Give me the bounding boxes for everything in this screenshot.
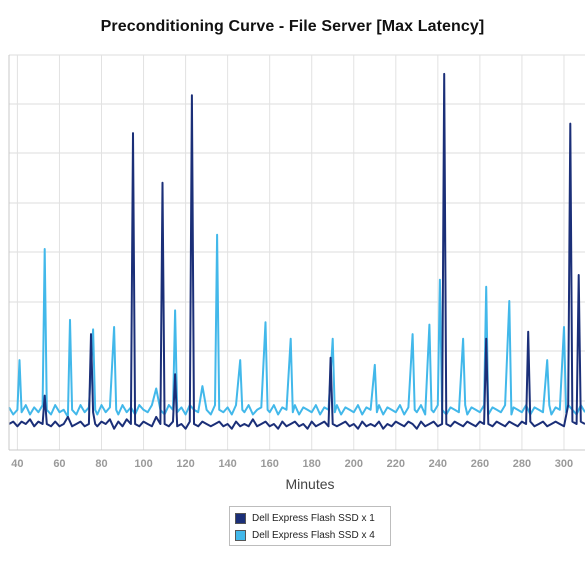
legend-label-series-2: Dell Express Flash SSD x 4 [252,529,375,541]
chart-title: Preconditioning Curve - File Server [Max… [100,18,485,35]
series-line-2 [8,233,585,418]
x-axis: 40 60 80 100 120 140 160 180 200 220 240 260 280 300 [8,55,585,470]
series-line-1 [8,72,585,430]
x-tick-label: 120 [176,458,194,470]
series-lines [8,72,585,430]
legend-swatch-series-2 [235,529,246,541]
x-tick-label: 80 [95,458,107,470]
legend-swatch-series-1 [235,512,246,524]
x-tick-label: 200 [345,458,363,470]
x-tick-label: 60 [53,458,65,470]
x-tick-label: 100 [134,458,152,470]
x-tick-label: 240 [429,458,447,470]
legend-item-series-1[interactable]: Dell Express Flash SSD x 1 [235,510,375,526]
x-axis-title: Minutes [285,476,335,492]
x-tick-label: 280 [513,458,531,470]
x-tick-label: 180 [303,458,321,470]
legend: Dell Express Flash SSD x 1 Dell Express … [229,506,391,546]
x-tick-label: 140 [218,458,236,470]
x-tick-label: 40 [11,458,23,470]
x-tick-label: 300 [555,458,573,470]
legend-label-series-1: Dell Express Flash SSD x 1 [252,512,375,524]
x-tick-label: 260 [471,458,489,470]
x-tick-label: 220 [387,458,405,470]
x-tick-label: 160 [260,458,278,470]
grid [9,54,585,450]
legend-item-series-2[interactable]: Dell Express Flash SSD x 4 [235,527,375,543]
